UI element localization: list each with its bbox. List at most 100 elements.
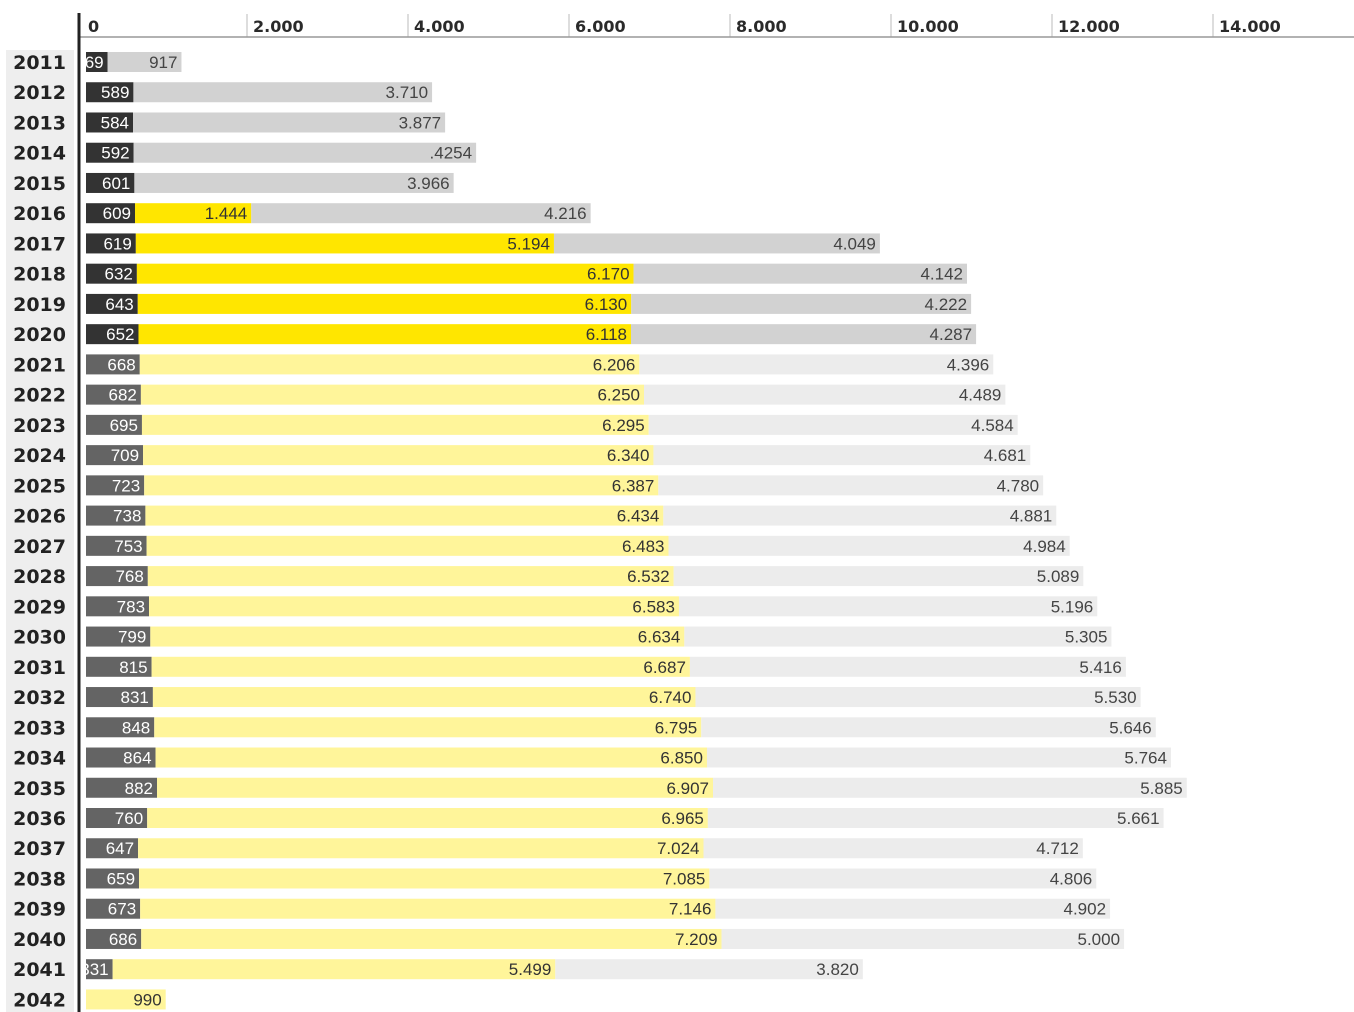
bar-value-label: 7.209 bbox=[675, 930, 718, 949]
bar-segment-0 bbox=[86, 838, 139, 859]
y-year-label: 2040 bbox=[13, 929, 66, 951]
y-year-label: 2027 bbox=[13, 536, 66, 558]
bar-value-label: 917 bbox=[149, 53, 177, 72]
y-year-label: 2035 bbox=[13, 778, 66, 800]
bar-segment-2 bbox=[251, 203, 591, 224]
bar-segment-1 bbox=[140, 898, 716, 919]
bar-segment-2 bbox=[134, 172, 454, 193]
x-tick-label: 6.000 bbox=[575, 17, 626, 36]
bar-value-label: 6.583 bbox=[632, 597, 675, 616]
bar-value-label: 4.984 bbox=[1023, 537, 1066, 556]
bar-value-label: 584 bbox=[101, 113, 129, 132]
y-year-label: 2019 bbox=[13, 294, 66, 316]
bar-value-label: 652 bbox=[106, 325, 134, 344]
bar-value-label: 5.194 bbox=[507, 234, 550, 253]
bar-segment-1 bbox=[86, 989, 166, 1010]
bar-value-label: 6.483 bbox=[622, 537, 665, 556]
y-year-label: 2012 bbox=[13, 82, 66, 104]
bar-segment-2 bbox=[721, 928, 1125, 949]
bar-value-label: 5.661 bbox=[1117, 809, 1160, 828]
bar-value-label: 647 bbox=[106, 839, 134, 858]
bar-value-label: 7.085 bbox=[663, 869, 706, 888]
bar-value-label: 4.222 bbox=[925, 295, 968, 314]
y-year-label: 2025 bbox=[13, 475, 66, 497]
bar-segment-0 bbox=[86, 263, 137, 284]
bar-value-label: 6.634 bbox=[638, 628, 681, 647]
bar-value-label: 6.687 bbox=[643, 658, 686, 677]
bar-value-label: 659 bbox=[107, 869, 135, 888]
bar-segment-1 bbox=[147, 566, 674, 587]
bar-segment-0 bbox=[86, 717, 155, 738]
bar-segment-2 bbox=[639, 354, 994, 375]
bar-segment-0 bbox=[86, 82, 134, 103]
bar-segment-1 bbox=[155, 747, 707, 768]
bar-segment-1 bbox=[112, 959, 556, 980]
bar-value-label: 4.287 bbox=[930, 325, 973, 344]
y-year-label: 2018 bbox=[13, 264, 66, 286]
bar-value-label: 673 bbox=[108, 900, 136, 919]
bar-value-label: 6.965 bbox=[661, 809, 704, 828]
y-year-label: 2026 bbox=[13, 506, 66, 528]
bar-segment-2 bbox=[107, 52, 182, 72]
bar-segment-1 bbox=[143, 445, 654, 466]
bar-value-label: 990 bbox=[133, 990, 161, 1009]
y-year-label: 2041 bbox=[13, 959, 66, 981]
bar-value-label: 848 bbox=[122, 718, 150, 737]
bar-segment-0 bbox=[86, 808, 148, 828]
bar-segment-0 bbox=[86, 52, 108, 72]
y-year-label: 2034 bbox=[13, 748, 66, 770]
bar-segment-0 bbox=[86, 172, 135, 193]
bar-value-label: 4.681 bbox=[984, 446, 1027, 465]
bar-value-label: 5.000 bbox=[1078, 930, 1121, 949]
x-tick-label: 8.000 bbox=[736, 17, 787, 36]
bar-value-label: 799 bbox=[118, 628, 146, 647]
bar-value-label: 6.206 bbox=[593, 355, 636, 374]
bar-value-label: 882 bbox=[125, 779, 153, 798]
bar-value-label: 331 bbox=[80, 960, 108, 979]
bar-segment-1 bbox=[147, 808, 708, 828]
bar-segment-1 bbox=[141, 928, 722, 949]
bar-segment-0 bbox=[86, 959, 113, 980]
bar-segment-0 bbox=[86, 898, 141, 919]
bar-value-label: 815 bbox=[119, 658, 147, 677]
y-year-label: 2042 bbox=[13, 989, 66, 1011]
bar-segment-0 bbox=[86, 747, 156, 768]
bar-segment-2 bbox=[715, 898, 1111, 919]
bar-segment-0 bbox=[86, 324, 139, 345]
y-year-label: 2038 bbox=[13, 868, 66, 890]
y-year-label: 2013 bbox=[13, 112, 66, 134]
x-tick-label: 2.000 bbox=[253, 17, 304, 36]
bar-value-label: 783 bbox=[117, 597, 145, 616]
bar-value-label: 6.387 bbox=[612, 476, 655, 495]
bar-value-label: .4254 bbox=[430, 144, 473, 163]
bar-value-label: 6.907 bbox=[666, 779, 709, 798]
bar-value-label: 643 bbox=[105, 295, 133, 314]
bar-value-label: 5.646 bbox=[1109, 718, 1152, 737]
bar-segment-2 bbox=[703, 838, 1083, 859]
bar-value-label: 4.902 bbox=[1063, 900, 1106, 919]
bar-segment-2 bbox=[553, 233, 880, 254]
bar-value-label: 632 bbox=[105, 265, 133, 284]
bar-segment-2 bbox=[678, 596, 1098, 617]
bar-segment-1 bbox=[135, 233, 554, 254]
bar-segment-1 bbox=[139, 868, 710, 889]
bar-value-label: 4.142 bbox=[920, 265, 963, 284]
bar-value-label: 619 bbox=[103, 234, 131, 253]
x-tick-label: 4.000 bbox=[414, 17, 465, 36]
bar-segment-0 bbox=[86, 142, 134, 163]
bar-segment-0 bbox=[86, 384, 141, 405]
y-year-label: 2028 bbox=[13, 566, 66, 588]
bar-segment-0 bbox=[86, 475, 145, 496]
bar-segment-1 bbox=[145, 505, 664, 526]
y-year-label: 2030 bbox=[13, 627, 66, 649]
bar-segment-1 bbox=[137, 293, 632, 314]
bar-segment-0 bbox=[86, 566, 148, 587]
bar-segment-2 bbox=[706, 747, 1171, 768]
bar-segment-0 bbox=[86, 687, 153, 708]
bar-value-label: 753 bbox=[114, 537, 142, 556]
y-axis-year-labels: 2011 2012 2013 2014 2015 2016 2017 2018 2019 2020… bbox=[13, 52, 66, 1011]
bar-segment-0 bbox=[86, 203, 136, 224]
bar-value-label: 864 bbox=[123, 749, 151, 768]
bar-value-label: 609 bbox=[103, 204, 131, 223]
bar-value-label: 3.877 bbox=[399, 113, 442, 132]
